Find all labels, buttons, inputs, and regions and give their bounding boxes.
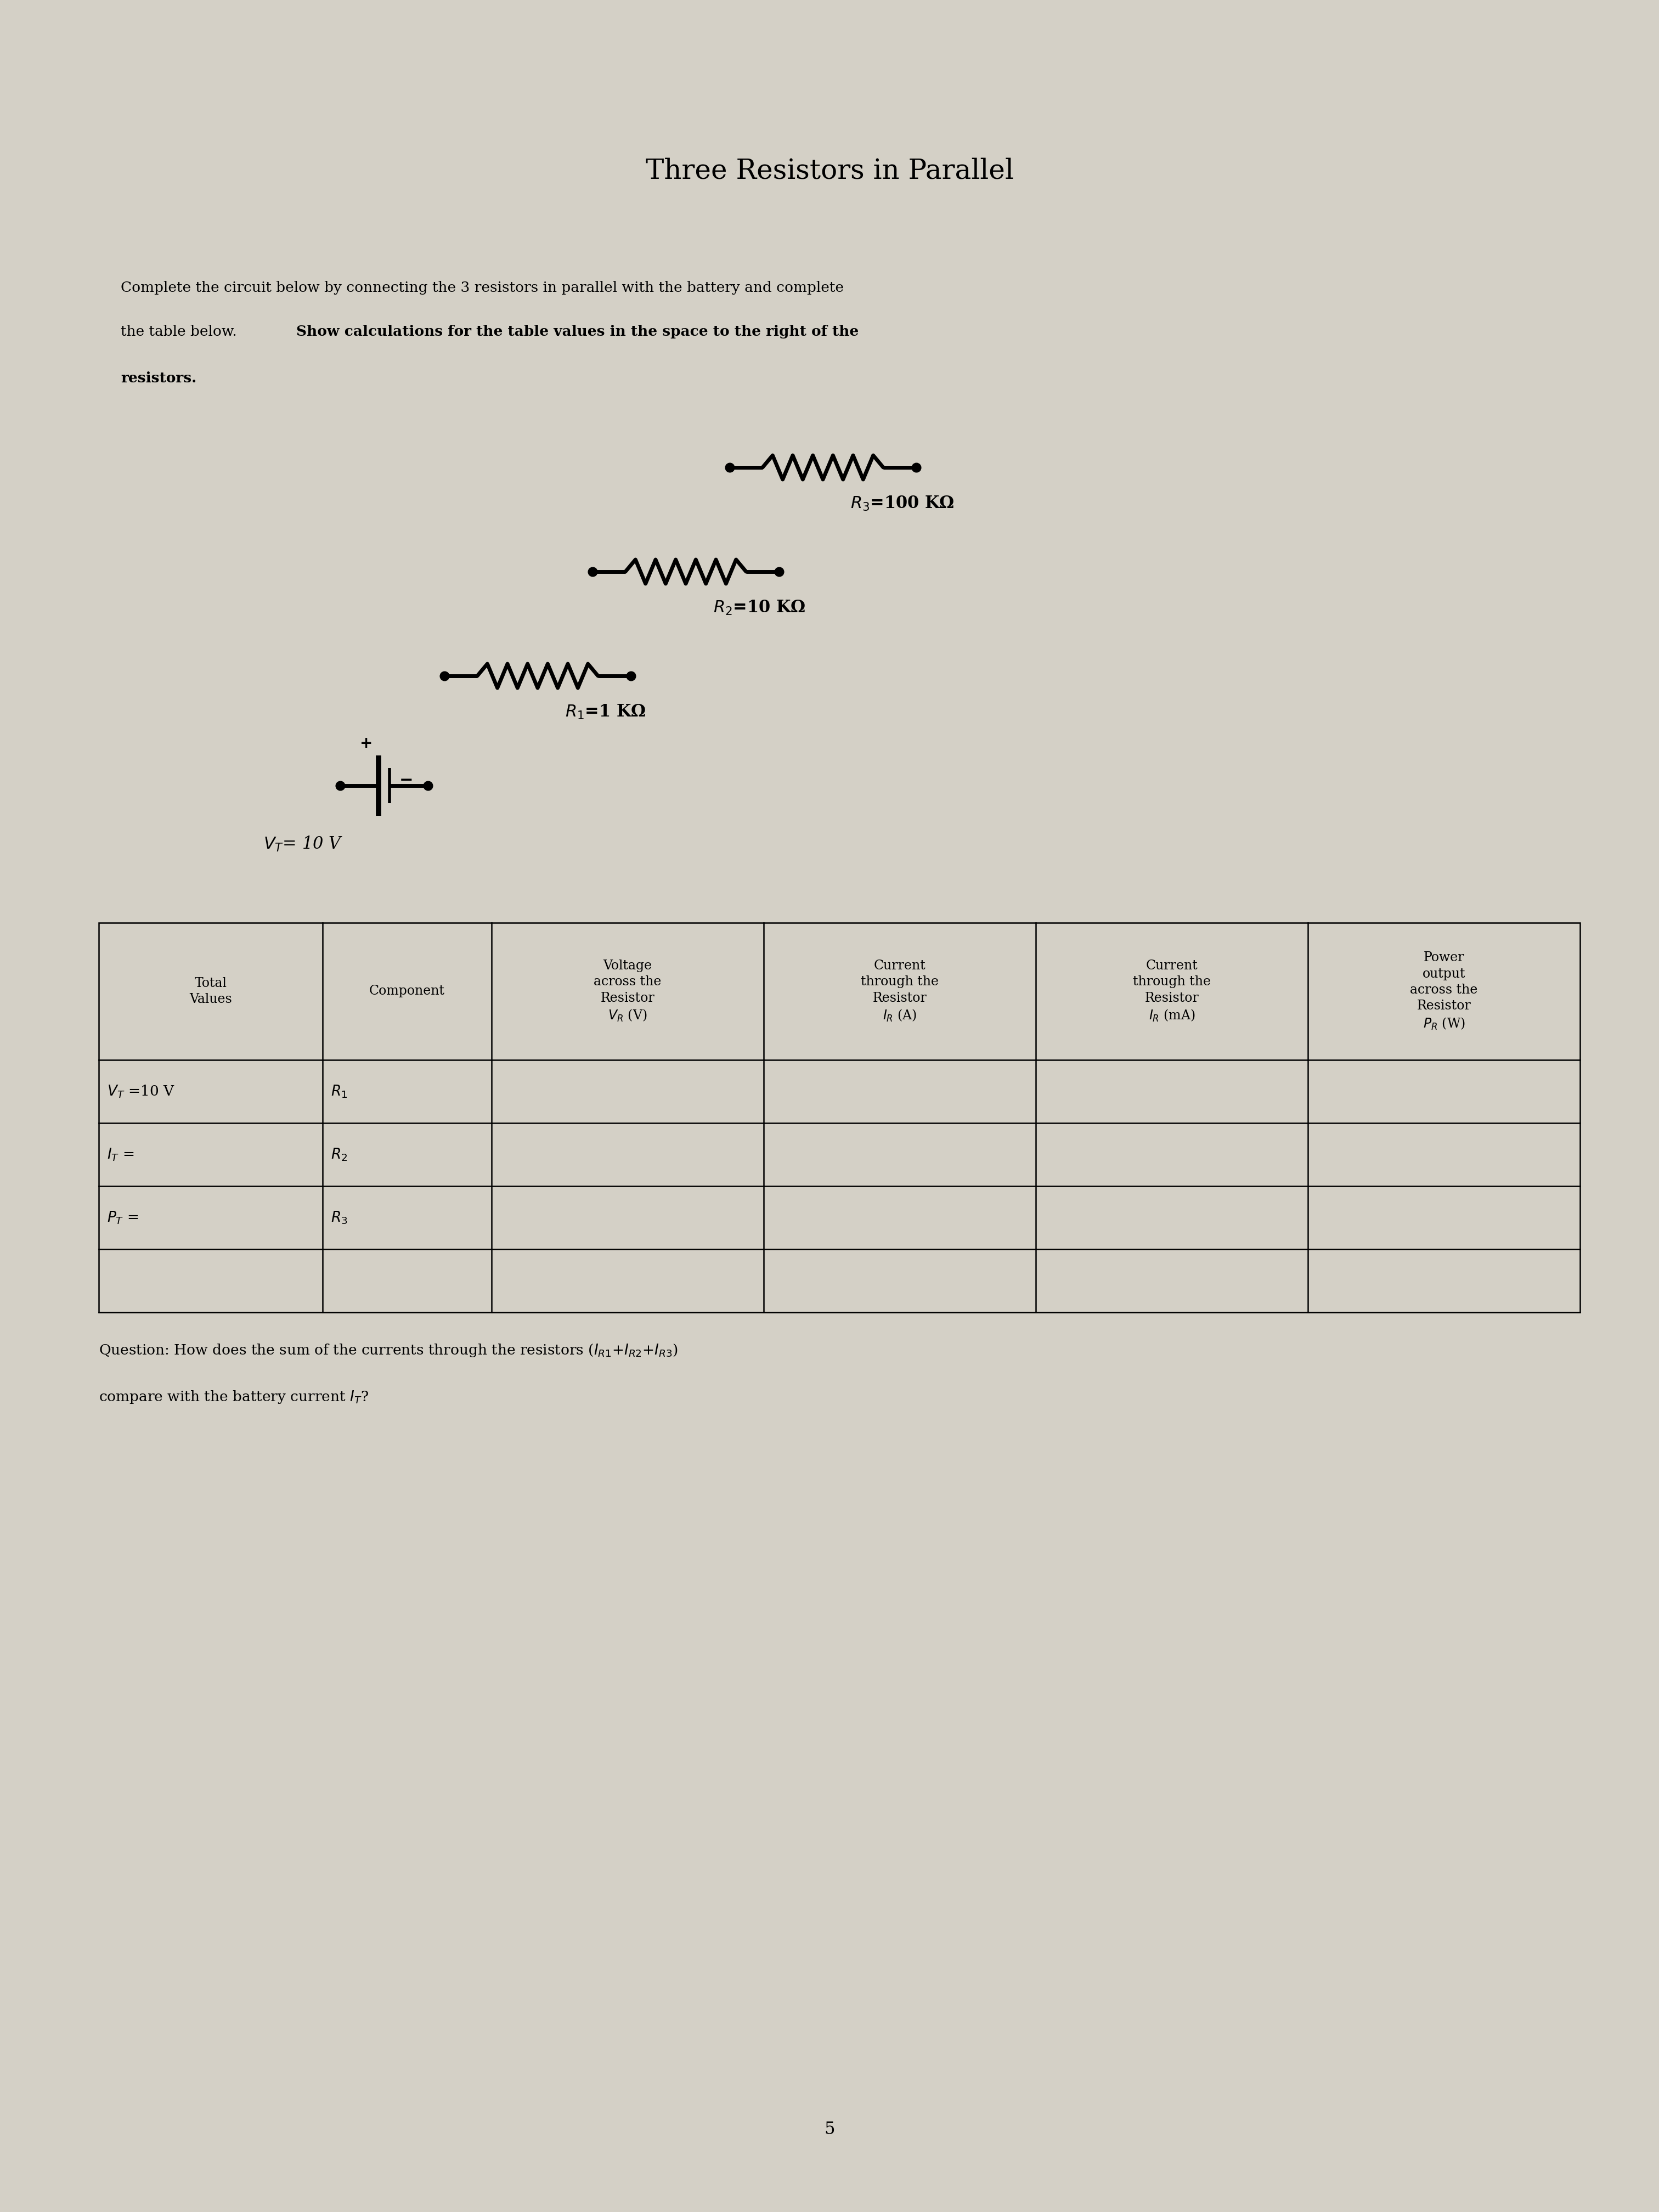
- Text: $V_T$ =10 V: $V_T$ =10 V: [106, 1084, 174, 1099]
- Bar: [100, 922, 1579, 1312]
- Text: $P_T$ =: $P_T$ =: [106, 1210, 139, 1225]
- Text: 5: 5: [825, 2121, 834, 2139]
- Text: resistors.: resistors.: [121, 372, 196, 385]
- Text: $I_T$ =: $I_T$ =: [106, 1146, 134, 1161]
- Text: $R_2$: $R_2$: [330, 1146, 347, 1161]
- Text: compare with the battery current $I_T$?: compare with the battery current $I_T$?: [100, 1389, 368, 1405]
- Text: $R_3$: $R_3$: [330, 1210, 348, 1225]
- Text: Total
Values: Total Values: [189, 978, 232, 1006]
- Text: Three Resistors in Parallel: Three Resistors in Parallel: [645, 157, 1014, 186]
- Text: Show calculations for the table values in the space to the right of the: Show calculations for the table values i…: [297, 325, 859, 338]
- Text: $V_T$= 10 V: $V_T$= 10 V: [264, 834, 343, 854]
- Text: the table below.: the table below.: [121, 325, 242, 338]
- Text: Complete the circuit below by connecting the 3 resistors in parallel with the ba: Complete the circuit below by connecting…: [121, 281, 844, 294]
- Text: Voltage
across the
Resistor
$V_R$ (V): Voltage across the Resistor $V_R$ (V): [594, 960, 662, 1024]
- Text: Current
through the
Resistor
$I_R$ (A): Current through the Resistor $I_R$ (A): [861, 960, 939, 1024]
- Text: $R_1$: $R_1$: [330, 1084, 347, 1099]
- Text: +: +: [360, 737, 373, 752]
- Text: Component: Component: [370, 984, 445, 998]
- Text: $R_2$=10 KΩ: $R_2$=10 KΩ: [713, 599, 806, 617]
- Text: $R_3$=100 KΩ: $R_3$=100 KΩ: [851, 495, 954, 513]
- Text: Question: How does the sum of the currents through the resistors ($I_{R1}$+$I_{R: Question: How does the sum of the curren…: [100, 1343, 679, 1358]
- Text: $R_1$=1 KΩ: $R_1$=1 KΩ: [566, 703, 645, 721]
- Text: Current
through the
Resistor
$I_R$ (mA): Current through the Resistor $I_R$ (mA): [1133, 960, 1211, 1024]
- Text: Power
output
across the
Resistor
$P_R$ (W): Power output across the Resistor $P_R$ (…: [1410, 951, 1478, 1031]
- Text: −: −: [400, 772, 413, 787]
